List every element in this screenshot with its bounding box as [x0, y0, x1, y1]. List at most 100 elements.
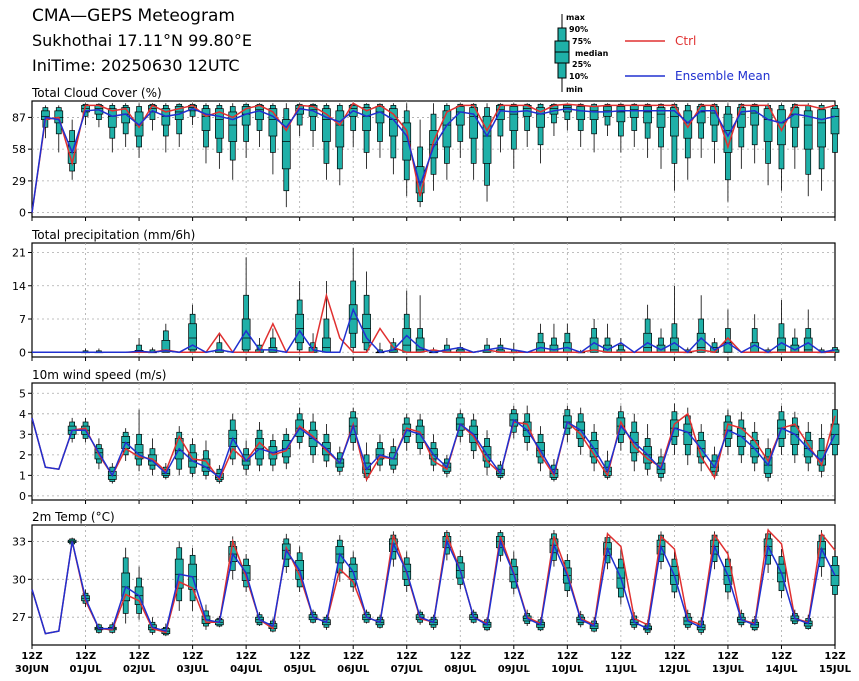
ensemble-mean-line: [31, 107, 836, 213]
box-31: [442, 103, 452, 180]
x-tick-label-date: 30JUN: [15, 664, 49, 675]
box-18: [268, 103, 278, 175]
box-inner: [281, 119, 291, 170]
x-tick-label-date: 15JUL: [819, 664, 852, 675]
box-inner: [402, 328, 412, 353]
box-17: [255, 103, 264, 147]
box-34: [482, 103, 492, 202]
box-8: [134, 103, 144, 158]
y-tick-label: 33: [12, 535, 26, 548]
legend-p75-label: 75%: [572, 37, 591, 46]
x-tick-label-time: 12Z: [771, 651, 792, 662]
x-tick-label-time: 12Z: [824, 651, 845, 662]
x-tick-label-date: 11JUL: [605, 664, 638, 675]
x-tick-label-time: 12Z: [21, 651, 42, 662]
box-inner: [375, 106, 385, 124]
box-38: [536, 103, 545, 164]
box-inner: [455, 106, 465, 126]
box-20: [295, 281, 305, 353]
box-52: [723, 103, 733, 202]
box-inner: [750, 342, 760, 353]
box-inner: [763, 108, 773, 142]
y-tick-label: 3: [19, 428, 26, 441]
x-tick-label-date: 03JUL: [177, 664, 210, 675]
box-inner: [375, 448, 385, 460]
box-29: [415, 295, 425, 353]
box-16: [241, 103, 251, 158]
box-inner: [201, 108, 211, 131]
box-26: [375, 434, 385, 472]
box-inner: [482, 115, 492, 164]
panel-3: 10m wind speed (m/s) 0 1 2 3 4 5: [19, 368, 840, 504]
x-tick-label-date: 08JUL: [444, 664, 477, 675]
legend: max 90% 75% median 25% 10% min Ctrl Ense…: [554, 13, 770, 94]
panel-frame: [31, 242, 836, 358]
box-39: [549, 323, 559, 353]
location-label: Sukhothai 17.11°N 99.80°E: [32, 31, 253, 50]
legend-ctrl-label: Ctrl: [675, 34, 696, 48]
y-tick-label: 30: [12, 573, 26, 586]
ctrl-line: [31, 412, 836, 482]
legend-mean-label: Ensemble Mean: [675, 69, 770, 83]
box-8: [134, 338, 144, 353]
y-tick-label: 21: [12, 247, 26, 260]
box-6: [107, 463, 117, 484]
box-52: [723, 309, 733, 353]
box-28: [402, 290, 412, 353]
x-tick-label-date: 09JUL: [498, 664, 531, 675]
box-inner: [215, 108, 224, 139]
box-inner: [750, 106, 760, 126]
legend-median-label: median: [575, 49, 609, 58]
legend-p90-label: 90%: [569, 25, 588, 34]
box-58: [803, 103, 813, 197]
box-30: [429, 434, 438, 472]
box-inner: [322, 108, 331, 142]
box-35: [496, 338, 505, 353]
box-24: [348, 407, 358, 451]
box-47: [656, 103, 666, 169]
x-tick-label-time: 12Z: [717, 651, 738, 662]
box-48: [670, 103, 679, 191]
x-axis-labels: 12Z 30JUN 12Z 01JUL 12Z 02JUL 12Z 03JUL 12Z 04JUL…: [15, 651, 852, 675]
box-40: [562, 103, 572, 131]
x-tick-label-time: 12Z: [236, 651, 257, 662]
x-tick-label-date: 06JUL: [337, 664, 370, 675]
box-34: [482, 430, 492, 476]
legend-p10-label: 10%: [569, 72, 588, 81]
box-inner: [188, 323, 197, 351]
ensemble-mean-line: [31, 538, 836, 635]
x-tick-label-time: 12Z: [664, 651, 685, 662]
x-tick-label-date: 10JUL: [551, 664, 584, 675]
box-56: [777, 103, 786, 191]
box-33: [469, 103, 478, 180]
box-57: [790, 103, 800, 169]
box-inner: [683, 423, 693, 445]
y-tick-label: 0: [19, 490, 26, 503]
box-44: [616, 547, 626, 605]
x-tick-label-time: 12Z: [396, 651, 417, 662]
box-inner: [509, 106, 519, 131]
x-tick-label-date: 12JUL: [658, 664, 691, 675]
y-tick-label: 0: [19, 346, 26, 359]
ensemble-mean-line: [31, 417, 836, 479]
box-39: [549, 103, 559, 137]
box-inner: [228, 111, 238, 142]
x-tick-label-time: 12Z: [557, 651, 578, 662]
box-inner: [589, 106, 599, 120]
chart-title: CMA—GEPS Meteogram: [32, 6, 235, 26]
box-7: [121, 547, 131, 624]
x-tick-label-time: 12Z: [289, 651, 310, 662]
y-tick-label: 58: [12, 143, 26, 156]
y-tick-label: 4: [19, 408, 26, 421]
box-inner: [576, 106, 586, 120]
y-tick-label: 5: [19, 387, 26, 400]
box-46: [643, 103, 652, 158]
ctrl-line: [32, 292, 835, 354]
box-inner: [362, 107, 371, 131]
x-tick-label-time: 12Z: [128, 651, 149, 662]
box-inner: [522, 421, 532, 437]
box-inner: [442, 110, 452, 148]
legend-max-label: max: [566, 13, 586, 22]
panel-2: Total precipitation (mm/6h) 0 7 14 21: [12, 228, 840, 361]
